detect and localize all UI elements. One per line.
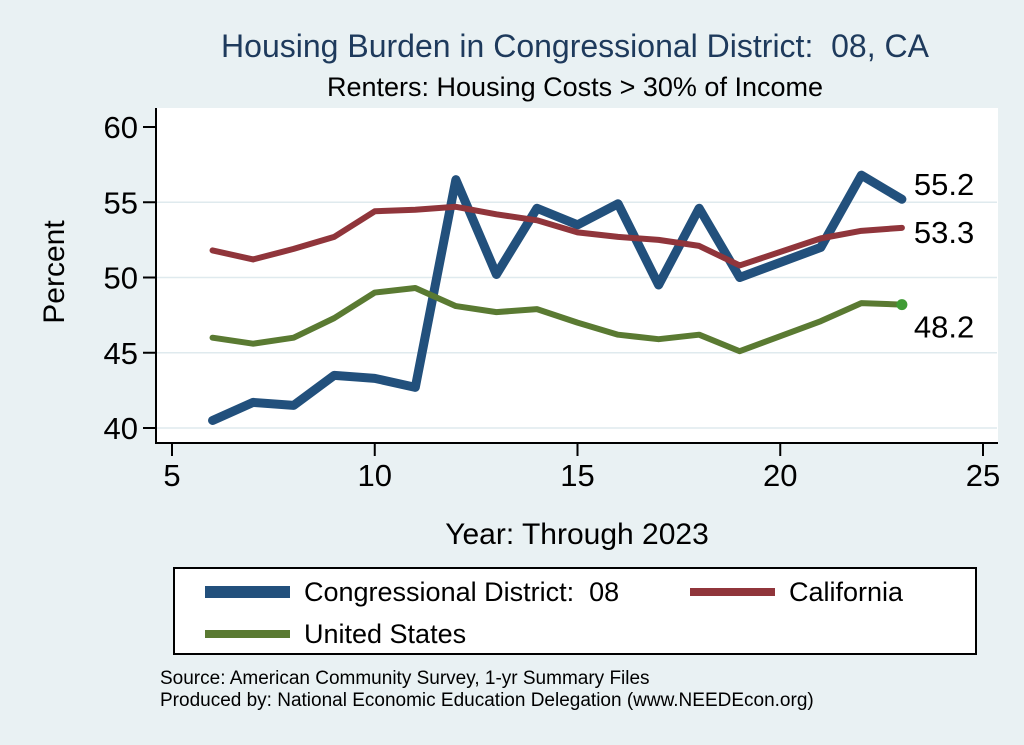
source-line-1: Source: American Community Survey, 1-yr … [160,668,650,689]
y-tick-label-60: 60 [104,110,138,145]
x-tick-label-5: 5 [163,458,180,493]
end-label-united-states: 48.2 [914,310,974,345]
y-tick-label-50: 50 [104,261,138,296]
y-tick-label-45: 45 [104,336,138,371]
chart-title: Housing Burden in Congressional District… [221,28,929,64]
legend: Congressional District: 08 California Un… [173,567,977,655]
legend-label-california: California [789,576,904,607]
series-line-united-states [209,285,905,355]
x-tick-label-25: 25 [966,458,1000,493]
legend-item-united-states: United States [205,618,466,650]
legend-item-california: California [690,576,903,608]
source-note: Source: American Community Survey, 1-yr … [160,668,980,712]
x-tick-label-20: 20 [763,458,797,493]
end-label-california: 53.3 [914,215,974,250]
plot-background [156,108,998,443]
legend-swatch-california [690,588,775,596]
legend-swatch-congressional-district [205,586,290,598]
series-line-congressional-district-08 [208,170,907,425]
series-line-california [209,203,905,269]
title-block: Housing Burden in Congressional District… [130,27,1020,103]
chart-subtitle: Renters: Housing Costs > 30% of Income [327,72,823,102]
x-tick-label-10: 10 [358,458,392,493]
legend-label-congressional-district: Congressional District: 08 [304,576,620,607]
source-line-2: Produced by: National Economic Education… [160,690,814,711]
x-tick-label-15: 15 [560,458,594,493]
legend-swatch-united-states [205,630,290,638]
end-label-congressional-district-08: 55.2 [914,167,974,202]
legend-item-congressional-district: Congressional District: 08 [205,576,619,608]
x-axis-title: Year: Through 2023 [445,518,709,551]
end-marker-united-states [896,299,908,311]
y-tick-label-40: 40 [104,411,138,446]
legend-label-united-states: United States [304,618,467,649]
y-tick-label-55: 55 [104,185,138,220]
